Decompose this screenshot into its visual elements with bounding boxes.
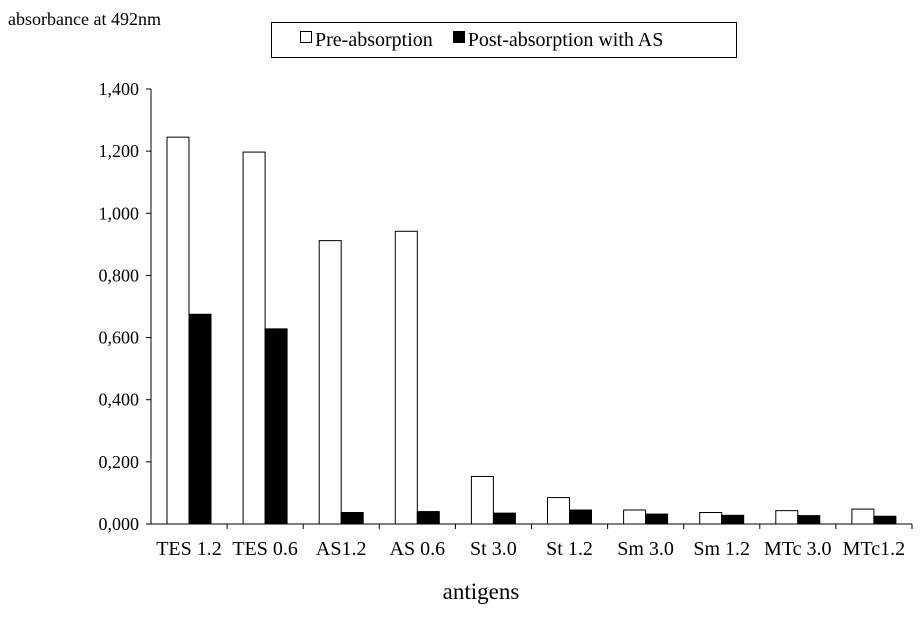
x-tick-label: AS1.2: [316, 538, 367, 560]
y-tick-label: 0,000: [99, 514, 140, 534]
bar-post-absorption: [264, 328, 288, 525]
x-tick-label: AS 0.6: [390, 538, 446, 560]
bar-pre-absorption: [242, 151, 266, 525]
y-tick-label: 1,400: [99, 79, 140, 99]
bar-pre-absorption: [470, 475, 494, 525]
y-tick-label: 1,200: [99, 141, 140, 161]
y-tick-label: 0,200: [99, 452, 140, 472]
bar-pre-absorption: [851, 508, 875, 525]
x-tick-label: MTc 3.0: [764, 538, 831, 560]
bar-post-absorption: [873, 515, 897, 525]
y-tick-label: 0,400: [99, 390, 140, 410]
legend-label-post: Post-absorption with AS: [467, 28, 664, 51]
bar-post-absorption: [416, 511, 440, 525]
bar-pre-absorption: [699, 512, 723, 525]
x-tick-label: TES 1.2: [156, 538, 222, 560]
bar-pre-absorption: [394, 230, 418, 525]
bar-pre-absorption: [623, 509, 647, 525]
y-axis-label: absorbance at 492nm: [8, 9, 161, 29]
x-tick-label: Sm 1.2: [693, 538, 750, 560]
x-tick-label: St 3.0: [470, 538, 517, 560]
bar-pre-absorption: [166, 136, 190, 525]
x-tick-label: TES 0.6: [232, 538, 298, 560]
legend-item-post: Post-absorption with AS: [433, 28, 664, 52]
bar-pre-absorption: [775, 510, 799, 525]
bar-post-absorption: [797, 515, 821, 525]
bar-pre-absorption: [547, 497, 570, 525]
legend-swatch-pre: [300, 31, 312, 43]
y-tick-label: 1,000: [99, 203, 140, 223]
legend-swatch-post: [452, 31, 465, 43]
legend-label-pre: Pre-absorption: [315, 28, 433, 51]
bar-post-absorption: [340, 512, 364, 525]
bar-pre-absorption: [318, 240, 342, 525]
y-tick-label: 0,800: [99, 265, 140, 285]
x-tick-label: MTc1.2: [843, 538, 905, 560]
bar-post-absorption: [188, 313, 212, 525]
bar-post-absorption: [721, 514, 745, 525]
bar-post-absorption: [645, 513, 669, 525]
x-tick-label: St 1.2: [546, 538, 593, 560]
legend-item-pre: Pre-absorption: [272, 29, 433, 52]
legend: Pre-absorption Post-absorption with AS: [271, 22, 737, 58]
x-tick-label: Sm 3.0: [617, 538, 674, 560]
bar-post-absorption: [569, 509, 592, 525]
bar-post-absorption: [492, 512, 516, 525]
y-tick-label: 0,600: [99, 328, 140, 348]
x-axis-label: antigens: [442, 579, 520, 604]
